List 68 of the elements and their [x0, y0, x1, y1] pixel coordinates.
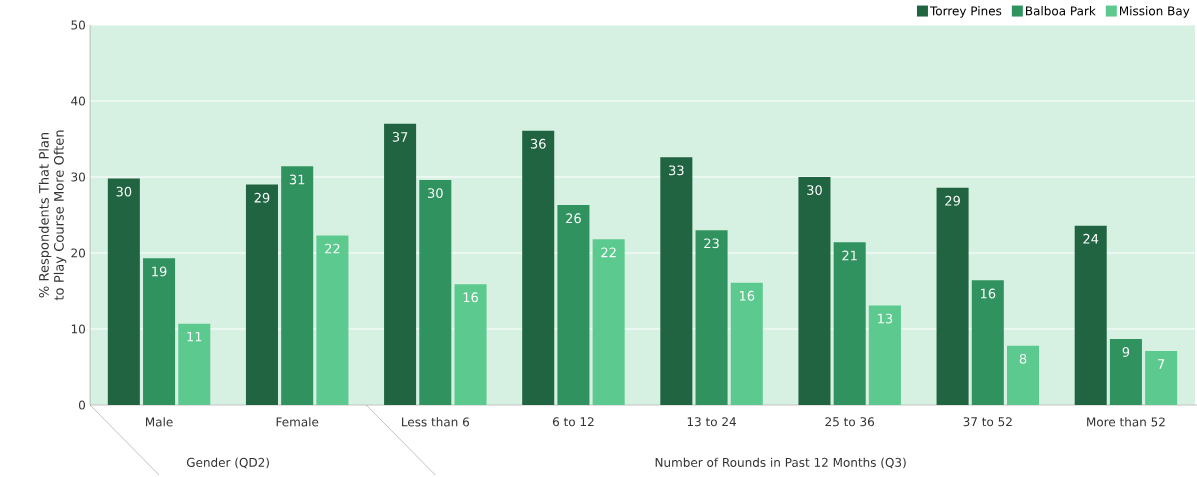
data-label: 11	[187, 331, 202, 342]
y-tick-label: 0	[78, 400, 85, 410]
data-label: 22	[325, 243, 340, 254]
bar	[1145, 351, 1178, 405]
x-tick-label: Female	[276, 417, 319, 427]
data-label: 7	[1158, 359, 1165, 369]
data-label: 16	[463, 292, 478, 303]
data-label: 9	[1122, 347, 1130, 357]
data-label: 29	[254, 192, 270, 203]
bar	[592, 239, 625, 405]
x-tick-label: 25 to 36	[825, 417, 875, 427]
legend-label: Torrey Pines	[929, 6, 1002, 18]
data-label: 30	[116, 186, 132, 197]
data-label: 13	[878, 313, 893, 324]
legend-label: Mission Bay	[1119, 6, 1190, 18]
bar	[868, 305, 901, 405]
bar	[695, 230, 728, 405]
data-label: 26	[566, 213, 581, 224]
bar	[107, 178, 140, 405]
bar	[798, 177, 831, 405]
data-label: 36	[530, 138, 546, 149]
bar	[1109, 338, 1142, 405]
data-label: 30	[428, 188, 443, 199]
text: Gender (QD2)	[186, 457, 269, 469]
bar	[1074, 225, 1107, 405]
y-tick-label: 20	[71, 248, 85, 258]
y-tick-label: 10	[71, 324, 85, 334]
data-label: 19	[152, 266, 167, 277]
x-tick-label: Male	[146, 417, 173, 427]
bar	[245, 184, 278, 405]
x-tick-label: 13 to 24	[687, 417, 736, 427]
data-label: 8	[1019, 353, 1027, 364]
data-label: 29	[945, 195, 960, 206]
data-label: 16	[739, 290, 755, 301]
data-label: 21	[842, 250, 857, 261]
data-label: 22	[601, 247, 616, 258]
bar	[1007, 345, 1040, 405]
bar	[936, 187, 969, 405]
bar	[384, 123, 417, 405]
data-label: 23	[704, 238, 719, 249]
y-tick-label: 30	[71, 172, 85, 182]
data-label: 30	[807, 185, 822, 196]
bar	[178, 323, 211, 405]
bar	[316, 235, 349, 405]
bar	[660, 157, 693, 405]
bar	[281, 166, 314, 405]
data-label: 16	[980, 288, 996, 299]
data-label: 24	[1083, 233, 1099, 244]
y-tick-label: 40	[71, 96, 85, 106]
bar	[143, 258, 176, 405]
bar	[730, 282, 763, 405]
bar	[833, 242, 866, 405]
x-tick-label: 6 to 12	[552, 417, 594, 427]
data-label: 37	[392, 132, 408, 142]
y-tick-label: 50	[71, 20, 85, 30]
x-tick-label: Less than 6	[402, 417, 470, 427]
bar	[971, 280, 1004, 405]
bar	[522, 130, 555, 405]
legend-label: Balboa Park	[1026, 6, 1096, 16]
bar	[557, 205, 590, 405]
bar	[419, 180, 452, 405]
data-label: 31	[289, 174, 305, 185]
x-tick-label: More than 52	[1087, 417, 1165, 427]
y-axis-title: % Respondents That Plan to Play Course More Often	[38, 130, 67, 301]
data-label: 33	[669, 165, 684, 176]
bar	[454, 284, 487, 405]
x-tick-label: 37 to 52	[963, 417, 1012, 427]
text: Number of Rounds in Past 12 Months (Q3)	[655, 457, 906, 469]
